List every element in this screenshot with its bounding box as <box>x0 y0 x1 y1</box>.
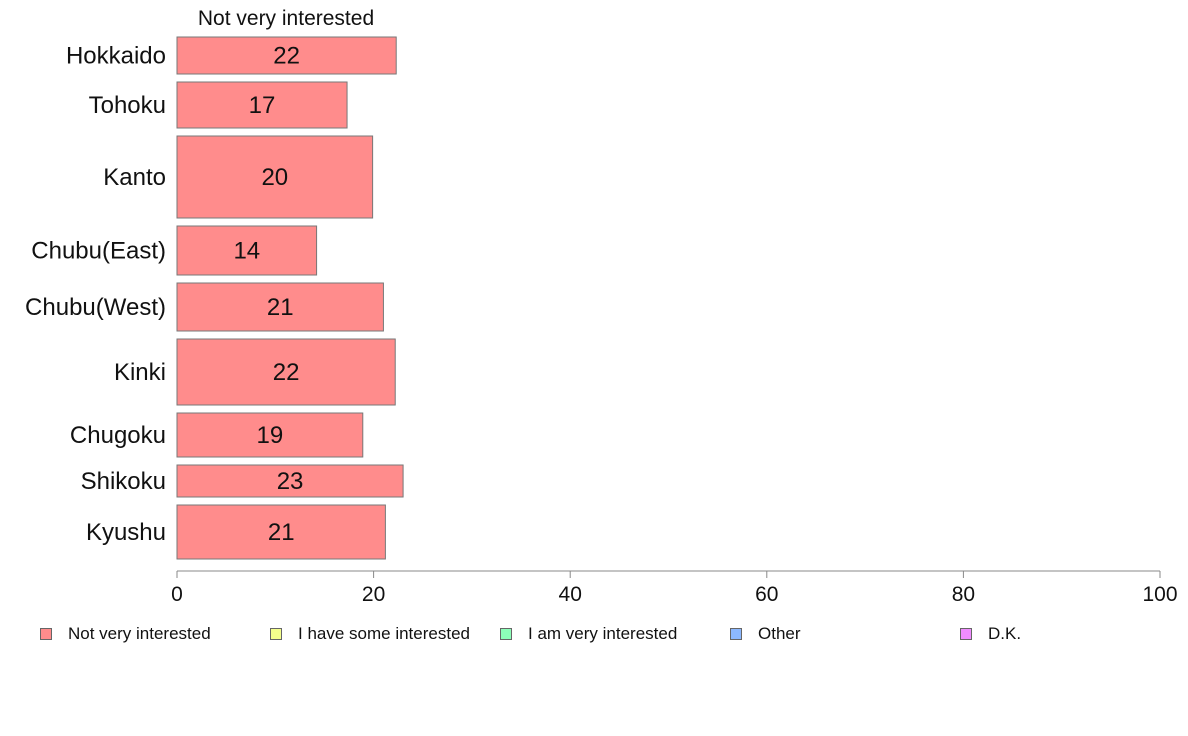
category-label: Kyushu <box>86 519 166 546</box>
bar-chubu-east <box>176 225 318 276</box>
legend-swatch <box>40 628 52 640</box>
category-label: Shikoku <box>81 468 166 495</box>
bar-chugoku <box>176 412 364 458</box>
legend-item: D.K. <box>960 620 1021 648</box>
legend-label: Not very interested <box>68 624 211 643</box>
bars-layer: 22 Hokkaido 17 Tohoku 20 Kanto 14 Chubu(East) 21… <box>25 36 404 560</box>
bar-chart: Not very interested 22 Hokkaido 17 Tohoku 20… <box>25 7 1178 606</box>
x-tick-label: 80 <box>952 583 975 606</box>
legend-label: I am very interested <box>528 624 678 643</box>
bar-value-label: 19 <box>257 422 284 449</box>
category-label: Chubu(East) <box>31 238 166 265</box>
category-label: Kinki <box>114 359 166 386</box>
x-tick-label: 0 <box>171 583 183 606</box>
panel-title: Not very interested <box>198 7 374 30</box>
category-label: Tohoku <box>89 92 166 119</box>
x-tick-label: 100 <box>1142 583 1177 606</box>
category-label: Hokkaido <box>66 43 166 70</box>
legend-swatch <box>500 628 512 640</box>
bar-value-label: 20 <box>261 164 288 191</box>
x-axis: 0 20 40 60 80 100 <box>171 570 1178 606</box>
legend-item: Other <box>730 620 801 648</box>
bar-kanto <box>176 135 374 219</box>
bar-value-label: 22 <box>273 43 300 70</box>
bar-value-label: 21 <box>267 294 294 321</box>
bar-tohoku <box>176 81 348 129</box>
legend-item: I am very interested <box>500 620 677 648</box>
bar-kinki <box>176 338 396 406</box>
x-tick-label: 20 <box>362 583 385 606</box>
legend-swatch <box>730 628 742 640</box>
bar-value-label: 22 <box>273 359 300 386</box>
legend-label: D.K. <box>988 624 1022 643</box>
legend-swatch <box>960 628 972 640</box>
bar-value-label: 23 <box>277 468 304 495</box>
category-label: Chubu(West) <box>25 294 166 321</box>
legend-label: Other <box>758 624 801 643</box>
x-tick-label: 60 <box>755 583 778 606</box>
legend-item: I have some interested <box>270 620 470 648</box>
legend-item: Not very interested <box>40 620 211 648</box>
legend-label: I have some interested <box>298 624 470 643</box>
bar-value-label: 14 <box>233 238 260 265</box>
x-tick-label: 40 <box>559 583 582 606</box>
category-label: Kanto <box>103 164 166 191</box>
bar-value-label: 21 <box>268 519 295 546</box>
bar-hokkaido <box>176 36 397 75</box>
bar-value-label: 17 <box>249 92 276 119</box>
bar-kyushu <box>176 504 386 560</box>
bar-chubu-west <box>176 282 384 332</box>
legend-swatch <box>270 628 282 640</box>
category-label: Chugoku <box>70 422 166 449</box>
legend: Not very interested I have some intereste… <box>0 620 1188 648</box>
bar-shikoku <box>176 464 404 498</box>
